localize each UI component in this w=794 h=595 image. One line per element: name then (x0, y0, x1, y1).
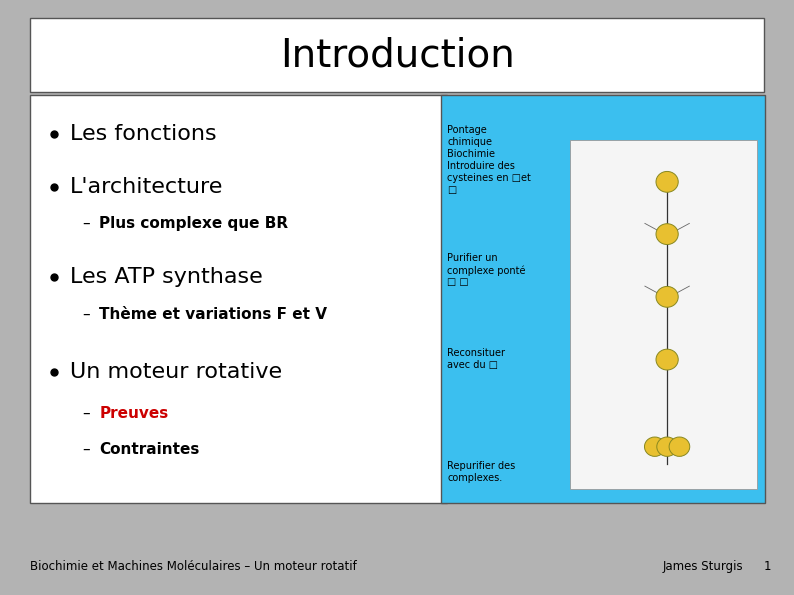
Text: Pontage
chimique
Biochimie
Introduire des
cysteines en □et
□: Pontage chimique Biochimie Introduire de… (447, 125, 531, 195)
Text: Un moteur rotative: Un moteur rotative (70, 362, 282, 382)
FancyBboxPatch shape (441, 95, 765, 503)
Text: Les ATP synthase: Les ATP synthase (70, 267, 263, 287)
Ellipse shape (656, 224, 678, 245)
Ellipse shape (656, 286, 678, 307)
Text: Introduction: Introduction (279, 36, 515, 74)
Ellipse shape (656, 349, 678, 370)
Ellipse shape (656, 171, 678, 192)
Ellipse shape (657, 437, 677, 456)
Text: Les fonctions: Les fonctions (70, 124, 217, 144)
Text: Preuves: Preuves (99, 406, 168, 421)
Text: –: – (82, 215, 90, 231)
Ellipse shape (669, 437, 690, 456)
Ellipse shape (645, 437, 665, 456)
Text: Reconsituer
avec du □: Reconsituer avec du □ (447, 348, 505, 370)
Text: Biochimie et Machines Moléculaires – Un moteur rotatif: Biochimie et Machines Moléculaires – Un … (30, 560, 357, 573)
Text: –: – (82, 441, 90, 457)
Text: 1: 1 (764, 560, 771, 573)
FancyBboxPatch shape (570, 140, 757, 488)
Text: Repurifier des
complexes.: Repurifier des complexes. (447, 461, 515, 483)
Text: –: – (82, 406, 90, 421)
FancyBboxPatch shape (30, 18, 764, 92)
Text: Plus complexe que BR: Plus complexe que BR (99, 215, 288, 231)
Text: –: – (82, 306, 90, 322)
Text: L'architecture: L'architecture (70, 177, 223, 198)
Text: Purifier un
complexe ponté
□ □: Purifier un complexe ponté □ □ (447, 253, 526, 287)
Text: James Sturgis: James Sturgis (663, 560, 744, 573)
Text: Contraintes: Contraintes (99, 441, 199, 457)
Text: Thème et variations F et V: Thème et variations F et V (99, 306, 327, 322)
FancyBboxPatch shape (30, 95, 447, 503)
